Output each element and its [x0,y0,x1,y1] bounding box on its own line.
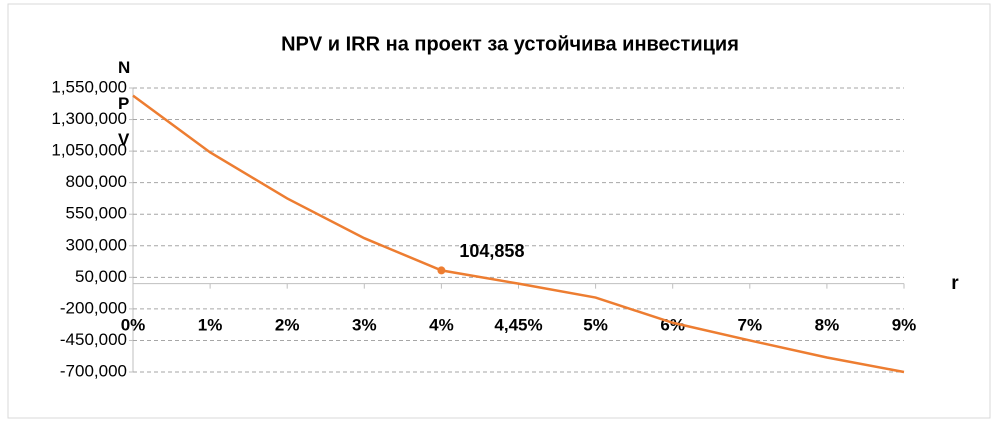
x-tick-label: 1% [198,315,223,334]
y-axis-title: NPV [118,58,131,149]
y-tick-label: 300,000 [66,235,127,254]
y-tick-label: 1,300,000 [51,109,127,128]
data-label: 104,858 [459,241,524,261]
x-tick-label: 5% [583,315,608,334]
y-tick-label: -200,000 [60,298,127,317]
x-tick-label: 0% [121,315,146,334]
chart-title: NPV и IRR на проект за устойчива инвести… [281,33,739,55]
y-tick-label: 1,550,000 [51,77,127,96]
x-tick-label: 4,45% [494,315,542,334]
x-tick-label: 7% [738,315,763,334]
y-tick-label: 50,000 [75,267,127,286]
y-tick-label: 1,050,000 [51,141,127,160]
y-tick-label: 800,000 [66,172,127,191]
chart-frame [7,3,991,419]
x-tick-label: 8% [815,315,840,334]
y-tick-label: -450,000 [60,330,127,349]
series-line [132,94,905,374]
x-tick-label: 9% [892,315,917,334]
x-tick-label: 3% [352,315,377,334]
x-tick-label: 4% [429,315,454,334]
x-tick-label: 2% [275,315,300,334]
y-tick-label: 550,000 [66,204,127,223]
x-axis-title: r [951,273,959,294]
data-point [437,266,446,275]
y-tick-label: -700,000 [60,361,127,380]
